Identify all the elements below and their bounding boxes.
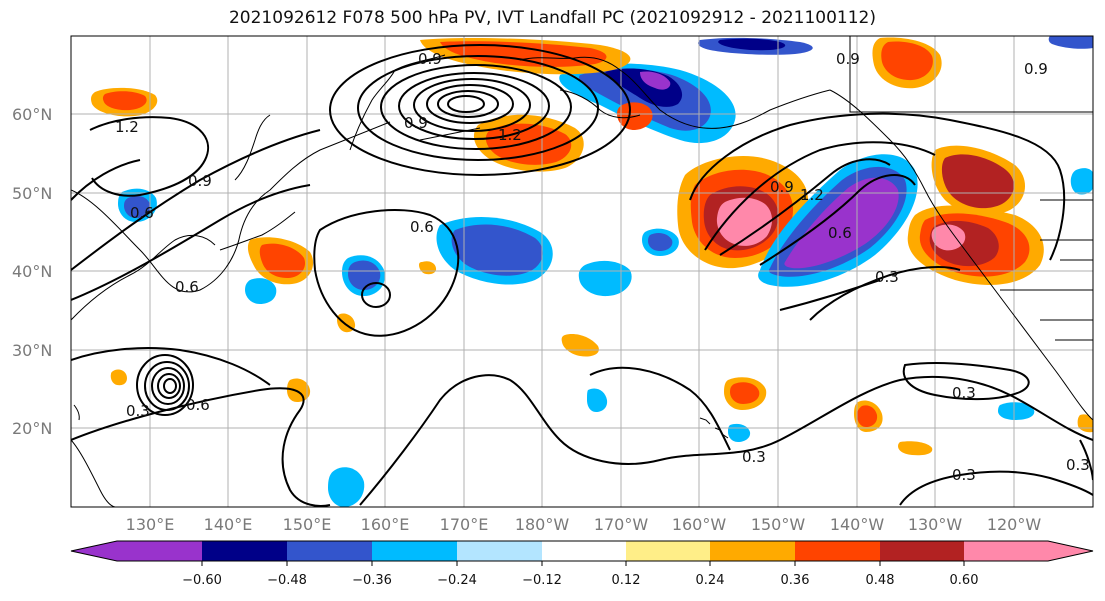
contour-label: 0.3 xyxy=(742,448,766,466)
latitude-labels: 60°N 50°N 40°N 30°N 20°N xyxy=(12,105,52,438)
contour-label: 0.3 xyxy=(952,384,976,402)
lat-label: 20°N xyxy=(12,419,52,438)
contour-label: 0.9 xyxy=(1024,60,1048,78)
colorbar-swatch xyxy=(710,541,795,561)
contour-label: 0.6 xyxy=(175,278,199,296)
colorbar-tick-label: −0.24 xyxy=(437,573,477,588)
pv-shading xyxy=(91,36,1093,507)
contour-label: 0.9 xyxy=(418,50,442,68)
lon-label: 160°E xyxy=(361,515,410,534)
lon-label: 120°W xyxy=(987,515,1042,534)
contour-label: 0.9 xyxy=(836,50,860,68)
colorbar-swatch xyxy=(457,541,542,561)
colorbar-swatch xyxy=(626,541,710,561)
contour-label: 1.2 xyxy=(498,126,522,144)
colorbar-tick-label: −0.12 xyxy=(522,573,562,588)
gridlines xyxy=(71,36,1093,507)
coastlines xyxy=(71,36,1093,507)
lon-label: 150°E xyxy=(283,515,332,534)
lon-label: 170°W xyxy=(594,515,649,534)
contour-label: 1.2 xyxy=(115,118,139,136)
lat-label: 60°N xyxy=(12,105,52,124)
map-frame xyxy=(70,35,1094,508)
colorbar-extend-right xyxy=(964,541,1093,561)
colorbar-swatch xyxy=(287,541,372,561)
lon-label: 170°E xyxy=(440,515,489,534)
colorbar-tick-label: 0.36 xyxy=(781,573,810,588)
contour-label: 0.6 xyxy=(410,218,434,236)
contour-labels: 0.9 0.9 0.9 1.2 1.2 0.9 0.6 0.6 0.6 0.3 … xyxy=(115,50,1090,484)
colorbar-tick-label: 0.60 xyxy=(950,573,979,588)
contour-label: 0.3 xyxy=(875,268,899,286)
lat-label: 30°N xyxy=(12,341,52,360)
colorbar-tick-label: 0.48 xyxy=(866,573,895,588)
lat-label: 40°N xyxy=(12,262,52,281)
lon-label: 130°W xyxy=(908,515,963,534)
map-title: 2021092612 F078 500 hPa PV, IVT Landfall… xyxy=(228,8,876,28)
lon-label: 130°E xyxy=(126,515,175,534)
contour-label: 0.9 xyxy=(770,178,794,196)
contour-label: 0.9 xyxy=(404,114,428,132)
pc-contours xyxy=(71,44,1093,507)
lon-label: 160°W xyxy=(672,515,727,534)
contour-label: 0.6 xyxy=(186,396,210,414)
contour-label: 0.3 xyxy=(1066,456,1090,474)
contour-label: 1.2 xyxy=(800,186,824,204)
contour-label: 0.3 xyxy=(126,402,150,420)
contour-label: 0.3 xyxy=(952,466,976,484)
contour-label: 0.9 xyxy=(188,172,212,190)
colorbar-tick-label: 0.24 xyxy=(696,573,725,588)
colorbar-swatch xyxy=(880,541,964,561)
colorbar-swatch xyxy=(542,541,626,561)
colorbar-tick-label: −0.36 xyxy=(352,573,392,588)
lon-label: 150°W xyxy=(751,515,806,534)
lon-label: 140°W xyxy=(830,515,885,534)
longitude-labels: 130°E 140°E 150°E 160°E 170°E 180°W 170°… xyxy=(126,515,1042,534)
colorbar: −0.60 −0.48 −0.36 −0.24 −0.12 0.12 0.24 … xyxy=(70,540,1094,588)
colorbar-swatch xyxy=(795,541,880,561)
lon-label: 180°W xyxy=(515,515,570,534)
colorbar-tick-label: −0.60 xyxy=(182,573,222,588)
lon-label: 140°E xyxy=(204,515,253,534)
colorbar-ticks xyxy=(201,561,965,566)
contour-label: 0.6 xyxy=(828,224,852,242)
lat-label: 50°N xyxy=(12,184,52,203)
colorbar-extend-left xyxy=(71,541,117,561)
colorbar-swatch xyxy=(202,541,287,561)
colorbar-tick-label: −0.48 xyxy=(267,573,307,588)
colorbar-swatch xyxy=(372,541,457,561)
colorbar-swatch xyxy=(117,541,202,561)
colorbar-tick-label: 0.12 xyxy=(612,573,641,588)
colorbar-outline xyxy=(70,540,1094,562)
contour-label: 0.6 xyxy=(130,204,154,222)
